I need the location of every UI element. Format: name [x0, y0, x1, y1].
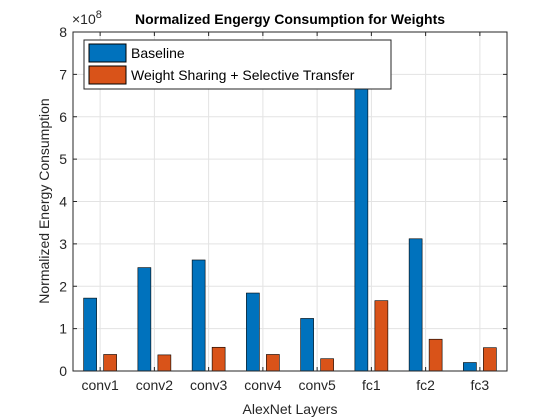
legend: Baseline Weight Sharing + Selective Tran… [83, 39, 392, 90]
exponent-power: 8 [96, 9, 102, 21]
y-axis-label: Normalized Energy Consumption [36, 98, 52, 303]
y-tick-label: 0 [59, 363, 67, 379]
bar-baseline [246, 292, 260, 372]
bar-weight-sharing [428, 338, 443, 372]
ticks: 0 1 2 3 4 5 6 7 8 conv1 conv2 conv3 conv4 conv5 fc1 fc2… [59, 24, 507, 393]
bar-baseline [137, 267, 152, 372]
y-tick-label: 7 [59, 66, 67, 82]
x-tick-label: conv3 [190, 377, 228, 393]
x-tick-label: conv4 [244, 377, 282, 393]
x-tick-label: conv5 [298, 377, 336, 393]
bar-baseline [300, 318, 314, 372]
exponent-label: ×108 [72, 9, 102, 27]
legend-label-baseline: Baseline [131, 45, 185, 61]
chart-title: Normalized Engergy Consumption for Weigh… [135, 11, 445, 27]
x-axis-label: AlexNet Layers [243, 401, 338, 417]
bar-baseline [83, 297, 97, 372]
legend-box [83, 39, 392, 90]
x-tick-label: fc2 [416, 377, 435, 393]
y-tick-label: 8 [59, 24, 67, 40]
bar-weight-sharing [157, 354, 172, 372]
bar-weight-sharing [266, 354, 280, 372]
y-tick-label: 6 [59, 109, 67, 125]
bar-weight-sharing [483, 347, 497, 372]
y-tick-label: 1 [59, 321, 67, 337]
y-tick-label: 4 [59, 194, 67, 210]
bar-weight-sharing [320, 358, 334, 372]
legend-label-weight-sharing: Weight Sharing + Selective Transfer [131, 67, 355, 83]
x-tick-label: fc1 [362, 377, 381, 393]
y-tick-label: 2 [59, 278, 67, 294]
y-tick-label: 5 [59, 151, 67, 167]
x-tick-label: conv1 [81, 377, 119, 393]
bar-baseline [191, 259, 206, 372]
bar-baseline [354, 82, 369, 372]
bar-weight-sharing [103, 354, 117, 372]
bar-weight-sharing [374, 300, 389, 372]
y-tick-label: 3 [59, 236, 67, 252]
bar-baseline [463, 362, 477, 372]
legend-swatch-weight-sharing [88, 65, 127, 85]
bar-weight-sharing [211, 346, 226, 372]
x-tick-label: conv2 [136, 377, 174, 393]
x-tick-label: fc3 [471, 377, 490, 393]
bar-baseline [408, 238, 423, 372]
legend-swatch-baseline [88, 43, 127, 63]
